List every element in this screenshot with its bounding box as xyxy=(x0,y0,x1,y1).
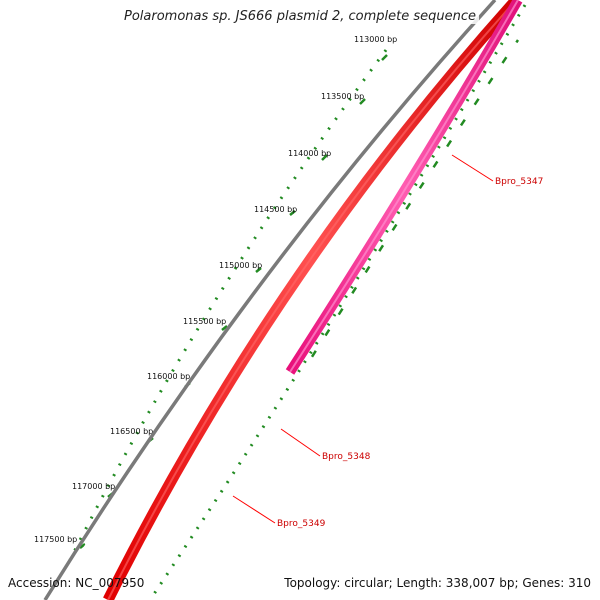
reverse-gene-track xyxy=(285,0,523,375)
bp-label: 115500 bp xyxy=(183,317,226,326)
summary-text: Topology: circular; Length: 338,007 bp; … xyxy=(284,576,591,590)
gene-name: Bpro_5348 xyxy=(322,452,371,462)
gene-name: Bpro_5349 xyxy=(277,519,326,529)
bp-label: 113500 bp xyxy=(321,92,364,101)
bp-label: 116500 bp xyxy=(110,427,153,436)
forward-gene-track xyxy=(103,0,521,600)
bp-label: 114500 bp xyxy=(254,205,297,214)
bp-label: 114000 bp xyxy=(288,149,331,158)
gene-label-bpro-5347[interactable]: Bpro_5347 xyxy=(451,154,543,187)
bp-label: 113000 bp xyxy=(354,35,397,44)
bp-label: 115000 bp xyxy=(219,261,262,270)
backbone-ring xyxy=(43,0,497,600)
gene-label-bpro-5349[interactable]: Bpro_5349 xyxy=(232,495,326,529)
accession-text: Accession: NC_007950 xyxy=(8,576,145,590)
bp-label: 116000 bp xyxy=(147,372,190,381)
gene-name: Bpro_5347 xyxy=(495,177,543,187)
bp-label: 117500 bp xyxy=(34,535,77,544)
bp-label: 117000 bp xyxy=(72,482,115,491)
bp-labels: 113000 bp 113500 bp 114000 bp 114500 bp … xyxy=(34,35,397,544)
outer-tick-ring xyxy=(148,4,527,600)
gene-label-bpro-5348[interactable]: Bpro_5348 xyxy=(280,428,371,462)
